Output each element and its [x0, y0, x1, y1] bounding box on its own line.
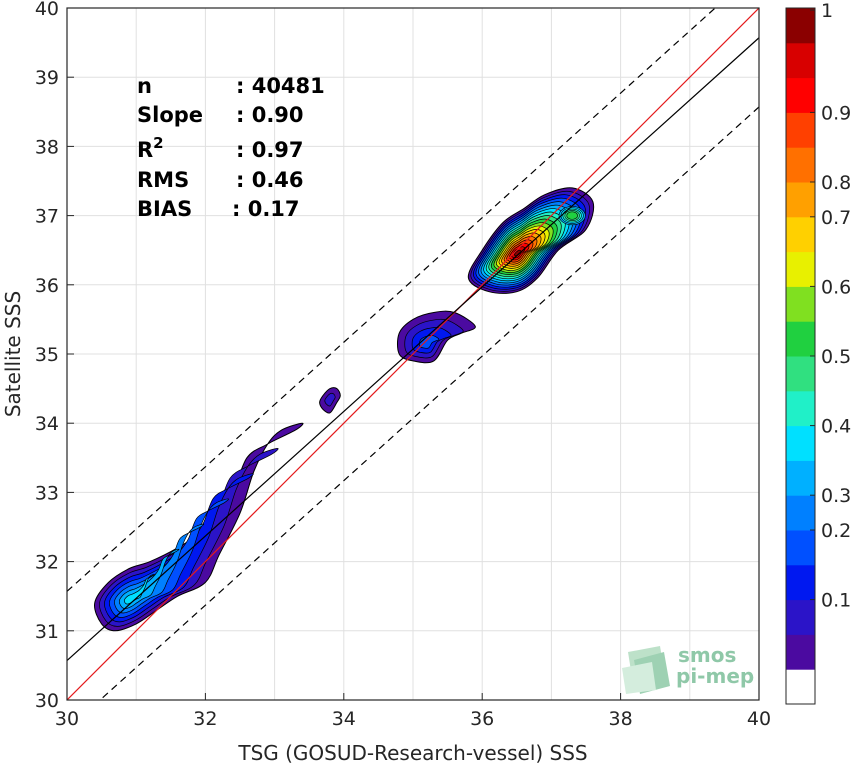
- colorbar-segment: [786, 530, 815, 566]
- colorbar-segment: [786, 669, 815, 705]
- colorbar-segment: [786, 356, 815, 392]
- y-axis-ticks: 30 31 32 33 34 35 36 37 38 39 40: [35, 0, 74, 712]
- stat-rms-label: RMS: [137, 168, 189, 192]
- stat-slope-value: : 0.90: [236, 103, 304, 127]
- colorbar-segment: [786, 42, 815, 79]
- colorbar-tick-label: 0.4: [821, 416, 851, 438]
- stat-n-value: : 40481: [236, 74, 325, 98]
- smos-logo: smos pi-mep: [622, 643, 754, 694]
- y-tick-label: 37: [35, 206, 59, 228]
- y-tick-label: 40: [35, 0, 59, 20]
- stat-bias-label: BIAS: [137, 197, 192, 221]
- logo-line2: pi-mep: [676, 664, 754, 688]
- x-tick-label: 34: [332, 708, 356, 730]
- logo-wave-icon: [622, 646, 670, 694]
- x-tick-label: 30: [55, 708, 79, 730]
- y-axis-label: Satellite SSS: [1, 291, 25, 417]
- y-tick-label: 32: [35, 552, 59, 574]
- colorbar-segment: [786, 390, 815, 427]
- y-tick-label: 31: [35, 621, 59, 643]
- stat-n-label: n: [137, 74, 152, 98]
- colorbar-segment: [786, 77, 815, 113]
- x-tick-label: 40: [747, 708, 771, 730]
- x-tick-label: 38: [609, 708, 633, 730]
- colorbar-tick-label: 0.1: [821, 590, 851, 612]
- stat-slope-label: Slope: [137, 103, 203, 127]
- colorbar-segment: [786, 460, 815, 496]
- contour-high-secondary-level: [566, 211, 578, 220]
- y-tick-label: 35: [35, 344, 59, 366]
- y-tick-label: 30: [35, 690, 59, 712]
- grid: [67, 8, 759, 700]
- y-tick-label: 38: [35, 136, 59, 158]
- y-tick-label: 39: [35, 67, 59, 89]
- stat-r2-value: : 0.97: [236, 138, 304, 162]
- colorbar-segment: [786, 8, 815, 44]
- contour-low-level: [123, 574, 155, 605]
- colorbar: 0.1 0.2 0.3 0.4 0.5 0.6 0.7 0.8 0.9 1: [785, 0, 851, 705]
- colorbar-tick-label: 0.3: [821, 485, 851, 507]
- colorbar-tick-label: 0.7: [821, 207, 851, 229]
- colorbar-segment: [786, 251, 815, 287]
- colorbar-tick-label: 0.5: [821, 346, 851, 368]
- colorbar-segment: [786, 147, 815, 183]
- y-tick-label: 33: [35, 482, 59, 504]
- colorbar-segment: [786, 634, 815, 670]
- colorbar-tick-label: 1: [821, 0, 833, 22]
- y-tick-label: 34: [35, 413, 59, 435]
- x-axis-ticks: 30 32 34 36 38 40: [55, 693, 771, 730]
- colorbar-segment: [786, 182, 815, 218]
- colorbar-segment: [786, 495, 815, 531]
- colorbar-segment: [786, 599, 815, 635]
- colorbar-tick-label: 0.9: [821, 102, 851, 124]
- colorbar-tick-label: 0.2: [821, 520, 851, 542]
- one-to-one-line: [67, 8, 759, 700]
- stats-box: n : 40481 Slope : 0.90 R2 : 0.97 RMS : 0…: [137, 74, 325, 221]
- colorbar-segment: [786, 216, 815, 253]
- colorbar-segment: [786, 321, 815, 357]
- stat-r2-label: R2: [137, 134, 164, 162]
- colorbar-tick-label: 0.8: [821, 172, 851, 194]
- logo-line1: smos: [678, 643, 736, 667]
- fit-line: [67, 37, 759, 662]
- stat-bias-value: : 0.17: [232, 197, 300, 221]
- colorbar-segment: [786, 425, 815, 461]
- colorbar-segment: [786, 286, 815, 322]
- x-axis-label: TSG (GOSUD-Research-vessel) SSS: [237, 741, 587, 765]
- colorbar-tick-label: 0.6: [821, 276, 851, 298]
- contour-small-level: [324, 393, 336, 407]
- stat-rms-value: : 0.46: [236, 168, 304, 192]
- y-tick-label: 36: [35, 275, 59, 297]
- colorbar-segment: [786, 112, 815, 148]
- regression-lines: [67, 8, 759, 700]
- x-tick-label: 36: [470, 708, 494, 730]
- colorbar-segment: [786, 564, 815, 601]
- x-tick-label: 32: [193, 708, 217, 730]
